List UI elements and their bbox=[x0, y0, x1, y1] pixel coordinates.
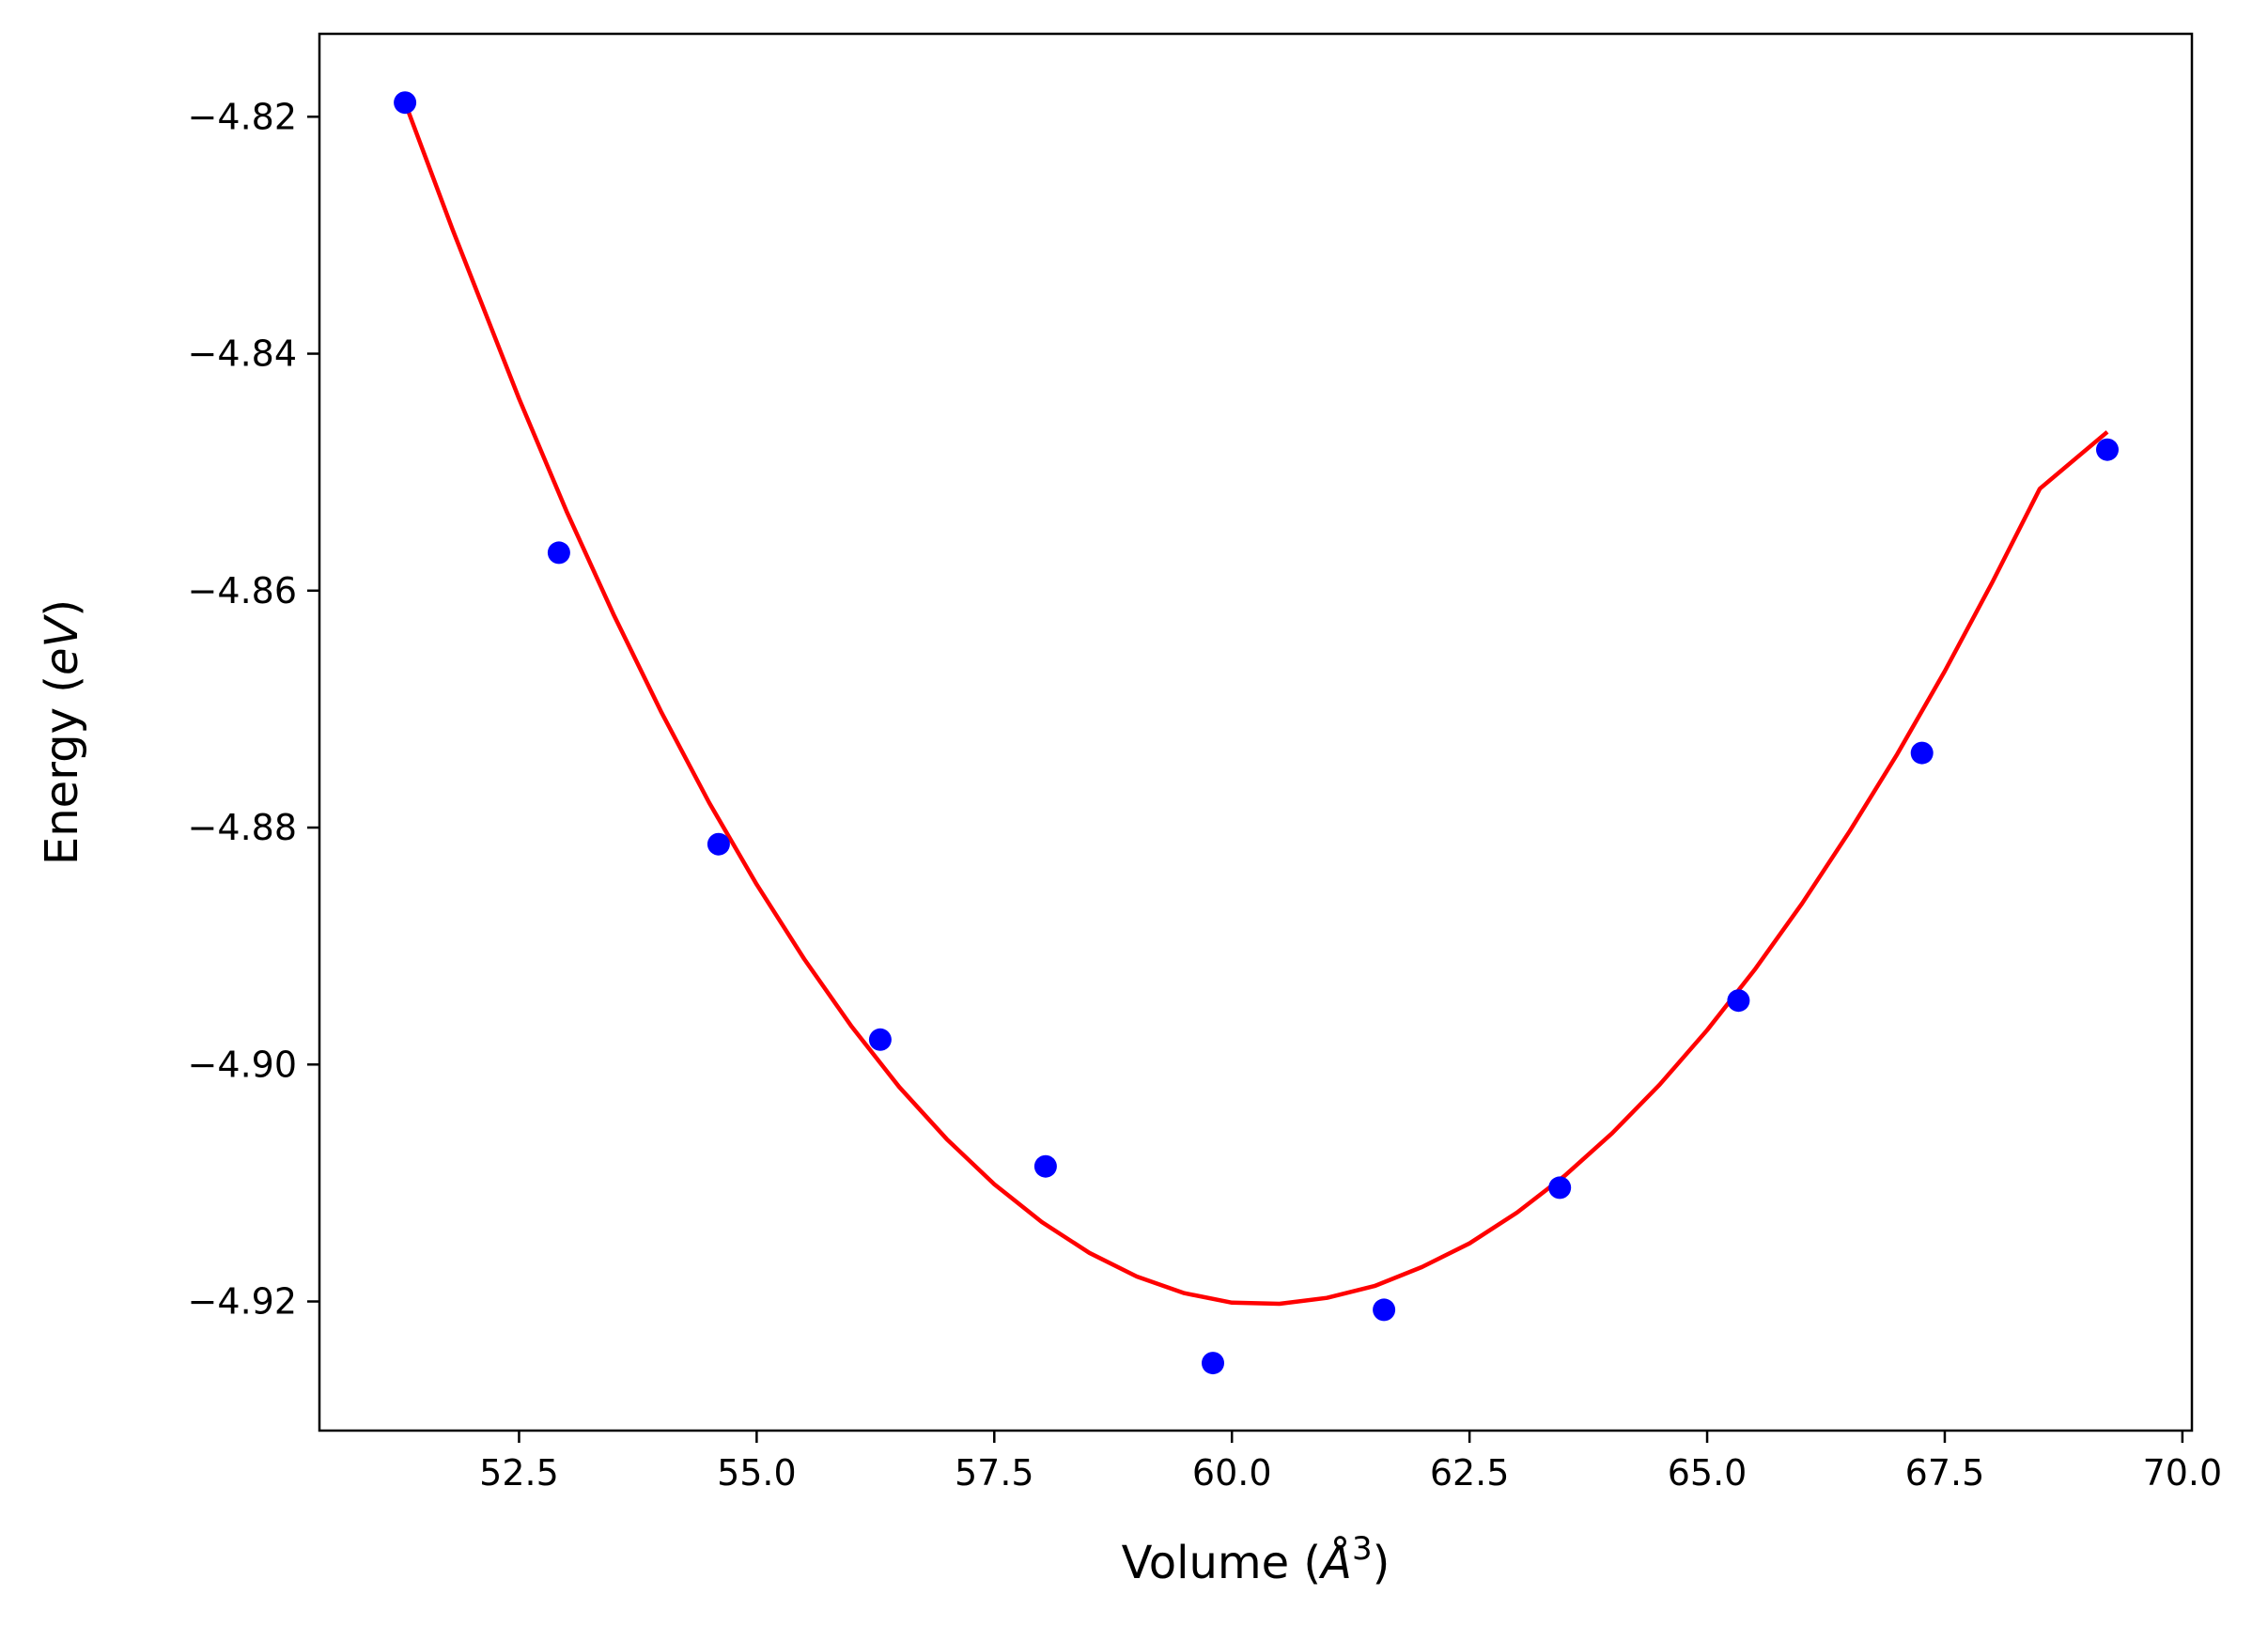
x-tick-label: 57.5 bbox=[955, 1452, 1034, 1494]
x-tick-label: 67.5 bbox=[1905, 1452, 1985, 1494]
y-tick-label: −4.92 bbox=[188, 1281, 297, 1323]
y-axis-label-suffix: ) bbox=[36, 599, 88, 617]
x-axis-label-suffix: ) bbox=[1373, 1537, 1390, 1589]
x-tick-label: 70.0 bbox=[2143, 1452, 2223, 1494]
data-point bbox=[1910, 741, 1934, 765]
plot-area bbox=[318, 32, 2194, 1432]
data-point bbox=[707, 832, 730, 856]
y-axis-ticks: −4.82 −4.84 −4.86 −4.88 −4.90 −4.92 bbox=[188, 96, 319, 1323]
x-tick-label: 52.5 bbox=[479, 1452, 559, 1494]
x-tick-label: 55.0 bbox=[717, 1452, 797, 1494]
x-axis-label-superscript: 3 bbox=[1352, 1530, 1373, 1568]
fit-curve-line bbox=[402, 101, 2109, 1307]
y-tick-label: −4.82 bbox=[188, 96, 297, 137]
plot-frame bbox=[318, 32, 2194, 1432]
x-axis-label-symbol: Å bbox=[1318, 1536, 1352, 1589]
x-axis-label: Volume (Å3) bbox=[1122, 1530, 1390, 1589]
y-tick-label: −4.84 bbox=[188, 333, 297, 375]
y-axis-label-symbol: eV bbox=[36, 614, 88, 676]
x-axis-ticks: 52.5 55.0 57.5 60.0 62.5 65.0 67.5 70.0 bbox=[479, 1431, 2222, 1494]
data-point bbox=[868, 1028, 892, 1051]
data-point bbox=[1727, 989, 1750, 1013]
data-point bbox=[1202, 1352, 1224, 1375]
x-tick-label: 62.5 bbox=[1430, 1452, 1510, 1494]
data-point bbox=[547, 541, 570, 565]
data-point bbox=[1033, 1154, 1057, 1178]
data-point bbox=[1548, 1176, 1572, 1200]
data-point bbox=[2096, 438, 2119, 461]
x-axis-label-prefix: Volume ( bbox=[1122, 1537, 1322, 1589]
data-point bbox=[1373, 1298, 1396, 1322]
data-point bbox=[394, 91, 417, 115]
y-axis-label-prefix: Energy ( bbox=[36, 675, 88, 865]
x-tick-label: 65.0 bbox=[1668, 1452, 1748, 1494]
y-tick-label: −4.86 bbox=[188, 570, 297, 612]
x-tick-label: 60.0 bbox=[1192, 1452, 1272, 1494]
y-axis-label: Energy (eV) bbox=[36, 599, 88, 865]
y-tick-label: −4.90 bbox=[188, 1044, 297, 1085]
y-tick-label: −4.88 bbox=[188, 807, 297, 848]
